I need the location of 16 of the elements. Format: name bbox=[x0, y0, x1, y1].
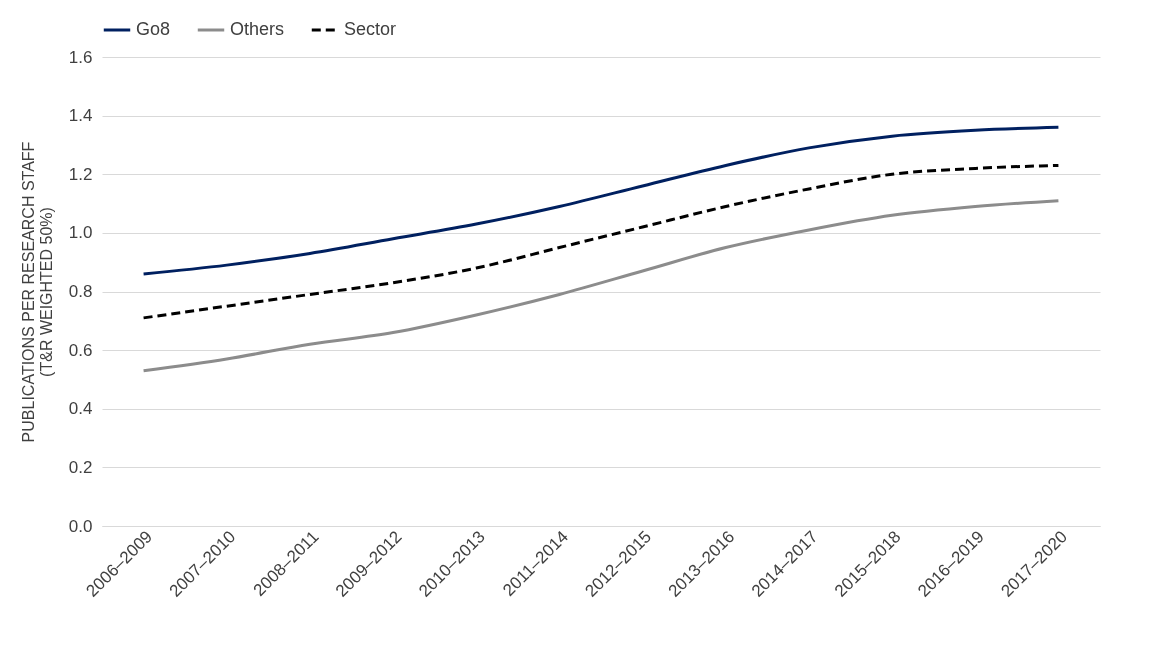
line-series bbox=[142, 163, 1060, 320]
legend-label: Sector bbox=[344, 19, 397, 39]
y-tick-label: 0.2 bbox=[68, 457, 93, 477]
y-tick-label: 0.4 bbox=[68, 399, 93, 419]
line-series bbox=[142, 199, 1060, 373]
y-tick-label: 1.6 bbox=[68, 47, 93, 67]
y-tick-label: 1.4 bbox=[68, 106, 93, 126]
line-series bbox=[142, 125, 1060, 276]
y-tick-label: 1.2 bbox=[68, 164, 93, 184]
legend-label: Go8 bbox=[136, 19, 171, 39]
y-tick-label: 0.6 bbox=[68, 340, 93, 360]
y-tick-label: 1.0 bbox=[68, 223, 93, 243]
y-tick-label: 0.8 bbox=[68, 282, 93, 301]
legend-label: Others bbox=[230, 19, 285, 39]
y-tick-label: 0.0 bbox=[68, 516, 93, 536]
y-axis-title: PUBLICATIONS PER RESEARCH STAFF (T&R WEIGHTED 50%) bbox=[19, 141, 55, 443]
